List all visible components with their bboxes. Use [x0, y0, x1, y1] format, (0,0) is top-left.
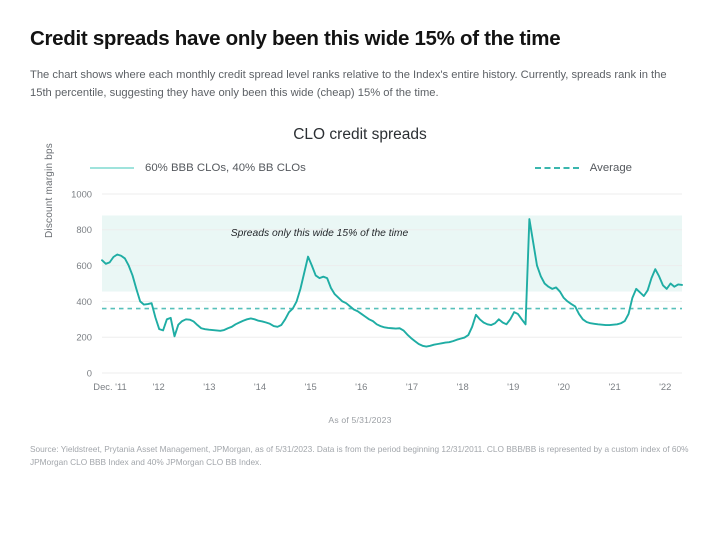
y-axis-tick-label: 0 — [87, 367, 92, 378]
x-axis-tick-label: '17 — [406, 381, 418, 392]
x-axis-tick-label: '16 — [355, 381, 367, 392]
subtitle-text: The chart shows where each monthly credi… — [30, 68, 667, 99]
x-axis-tick-label: '18 — [456, 381, 468, 392]
x-axis-tick-label: '21 — [608, 381, 620, 392]
x-axis-tick-label: '22 — [659, 381, 671, 392]
legend-item-average[interactable]: Average — [534, 161, 632, 174]
x-axis-tick-label: '20 — [558, 381, 570, 392]
series-line-clo-spreads — [101, 218, 683, 348]
page-title: Credit spreads have only been this wide … — [30, 27, 561, 50]
plot-area: Discount margin bps 0 200 400 600 800 1000 Dec… — [30, 143, 690, 403]
chart-title: CLO credit spreads — [293, 125, 427, 143]
x-axis-tick-label: '15 — [305, 381, 317, 392]
x-axis-tick-label: '14 — [254, 381, 266, 392]
y-axis-tick-label: 1000 — [71, 188, 92, 199]
percentile-band — [102, 215, 682, 292]
legend-line-swatch-icon — [90, 166, 134, 169]
legend-label-series: 60% BBB CLOs, 40% BB CLOs — [145, 161, 306, 174]
y-axis-tick-label: 600 — [76, 260, 92, 271]
x-axis-tick-label: '13 — [203, 381, 215, 392]
y-axis-tick-label: 400 — [76, 296, 92, 307]
source-note: Source: Yieldstreet, Prytania Asset Mana… — [30, 443, 689, 468]
line-chart-svg: 0 200 400 600 800 1000 Dec. '11 '12 '13 '14 '15 '16… — [71, 188, 683, 392]
x-axis-tick-label: Dec. '11 — [93, 381, 126, 392]
chart-annotation: Spreads only this wide 15% of the time — [231, 228, 409, 239]
y-axis-tick-label: 200 — [76, 332, 92, 343]
as-of-label: As of 5/31/2023 — [328, 414, 392, 425]
legend-label-average: Average — [589, 161, 632, 174]
x-axis-tick-label: '19 — [507, 381, 519, 392]
y-axis-title: Discount margin bps — [44, 142, 55, 238]
legend-dashed-swatch-icon — [534, 166, 579, 169]
x-axis-tick-label: '12 — [153, 381, 165, 392]
chart-legend: 60% BBB CLOs, 40% BB CLOs Average — [30, 162, 690, 174]
y-axis-tick-label: 800 — [76, 224, 92, 235]
legend-item-series[interactable]: 60% BBB CLOs, 40% BB CLOs — [90, 162, 306, 174]
